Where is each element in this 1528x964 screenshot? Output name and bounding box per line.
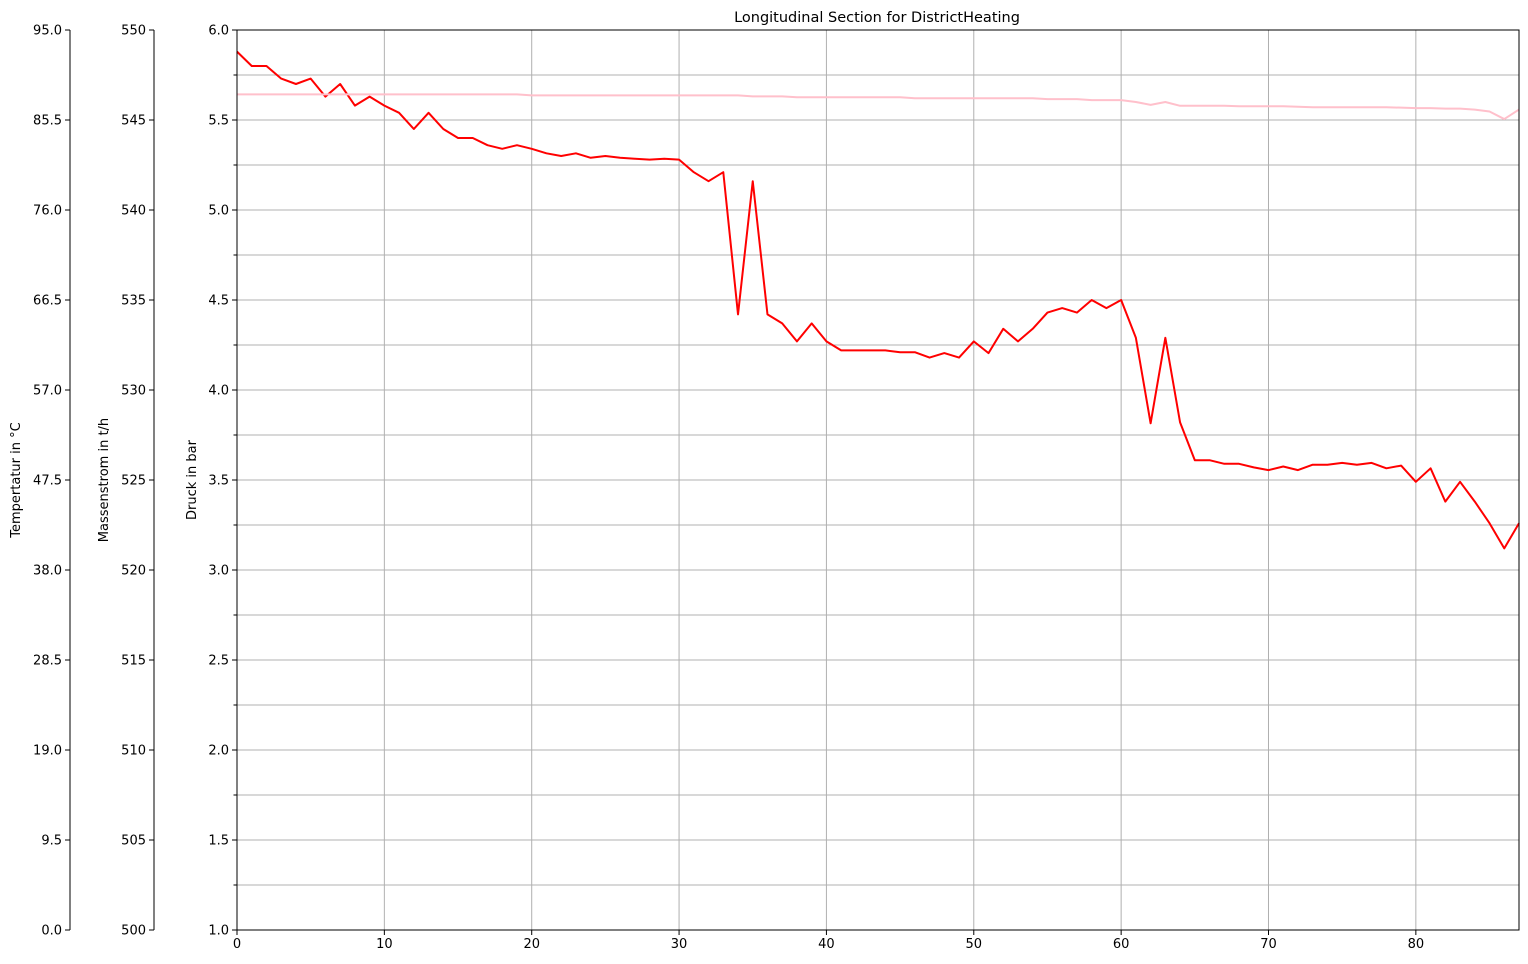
x-tick-label: 0 bbox=[233, 937, 241, 952]
massflow-tick-label: 530 bbox=[121, 384, 146, 399]
temperature-tick-label: 66.5 bbox=[33, 294, 62, 309]
x-tick-label: 40 bbox=[818, 937, 835, 952]
massflow-tick-label: 510 bbox=[121, 744, 146, 759]
x-tick-label: 60 bbox=[1113, 937, 1130, 952]
pressure-tick-label: 1.0 bbox=[208, 924, 229, 939]
temperature-tick-label: 47.5 bbox=[33, 474, 62, 489]
massflow-tick-label: 500 bbox=[121, 924, 146, 939]
temperature-tick-label: 85.5 bbox=[33, 114, 62, 129]
massflow-tick-label: 545 bbox=[121, 114, 146, 129]
chart-title: Longitudinal Section for DistrictHeating bbox=[734, 10, 1020, 26]
temperature-tick-label: 95.0 bbox=[33, 24, 62, 39]
massflow-tick-label: 540 bbox=[121, 204, 146, 219]
x-tick-label: 30 bbox=[671, 937, 688, 952]
temperature-tick-label: 76.0 bbox=[33, 204, 62, 219]
x-tick-label: 20 bbox=[523, 937, 540, 952]
text-layer: Longitudinal Section for DistrictHeating… bbox=[9, 10, 1020, 542]
pressure-tick-label: 5.0 bbox=[208, 204, 229, 219]
temperature-tick-label: 19.0 bbox=[33, 744, 62, 759]
massflow-tick-label: 520 bbox=[121, 564, 146, 579]
grid-layer bbox=[236, 29, 1519, 931]
series-layer bbox=[236, 50, 1520, 550]
x-tick-label: 50 bbox=[966, 937, 983, 952]
x-tick-label: 10 bbox=[376, 937, 393, 952]
pressure-tick-label: 2.5 bbox=[208, 654, 229, 669]
temperature-axis-label: Tempertatur in °C bbox=[9, 422, 24, 538]
temperature-series-line bbox=[237, 93, 1520, 121]
pressure-tick-label: 3.0 bbox=[208, 564, 229, 579]
temperature-tick-label: 38.0 bbox=[33, 564, 62, 579]
x-tick-label: 80 bbox=[1408, 937, 1425, 952]
massflow-tick-label: 515 bbox=[121, 654, 146, 669]
massflow-tick-label: 550 bbox=[121, 24, 146, 39]
temperature-tick-label: 0.0 bbox=[41, 924, 62, 939]
massflow-axis-label: Massenstrom in t/h bbox=[97, 418, 112, 542]
pressure-series-line bbox=[236, 50, 1520, 550]
x-tick-label: 70 bbox=[1260, 937, 1277, 952]
massflow-tick-label: 525 bbox=[121, 474, 146, 489]
plot-frame bbox=[236, 29, 1520, 931]
pressure-tick-label: 3.5 bbox=[208, 474, 229, 489]
pressure-tick-label: 4.0 bbox=[208, 384, 229, 399]
massflow-tick-label: 535 bbox=[121, 294, 146, 309]
pressure-tick-label: 5.5 bbox=[208, 114, 229, 129]
pressure-axis-label: Druck in bar bbox=[185, 439, 200, 520]
temperature-tick-label: 28.5 bbox=[33, 654, 62, 669]
massflow-tick-label: 505 bbox=[121, 834, 146, 849]
pressure-tick-label: 1.5 bbox=[208, 834, 229, 849]
axes-layer: 0 10 20 30 40 50 60 70 80 1.0 1.5 2.0 2.5 3.0 3.5 4.0 4.… bbox=[33, 24, 1520, 952]
temperature-tick-label: 57.0 bbox=[33, 384, 62, 399]
pressure-tick-label: 2.0 bbox=[208, 744, 229, 759]
pressure-tick-label: 4.5 bbox=[208, 294, 229, 309]
pressure-tick-label: 6.0 bbox=[208, 24, 229, 39]
temperature-tick-label: 9.5 bbox=[41, 834, 62, 849]
